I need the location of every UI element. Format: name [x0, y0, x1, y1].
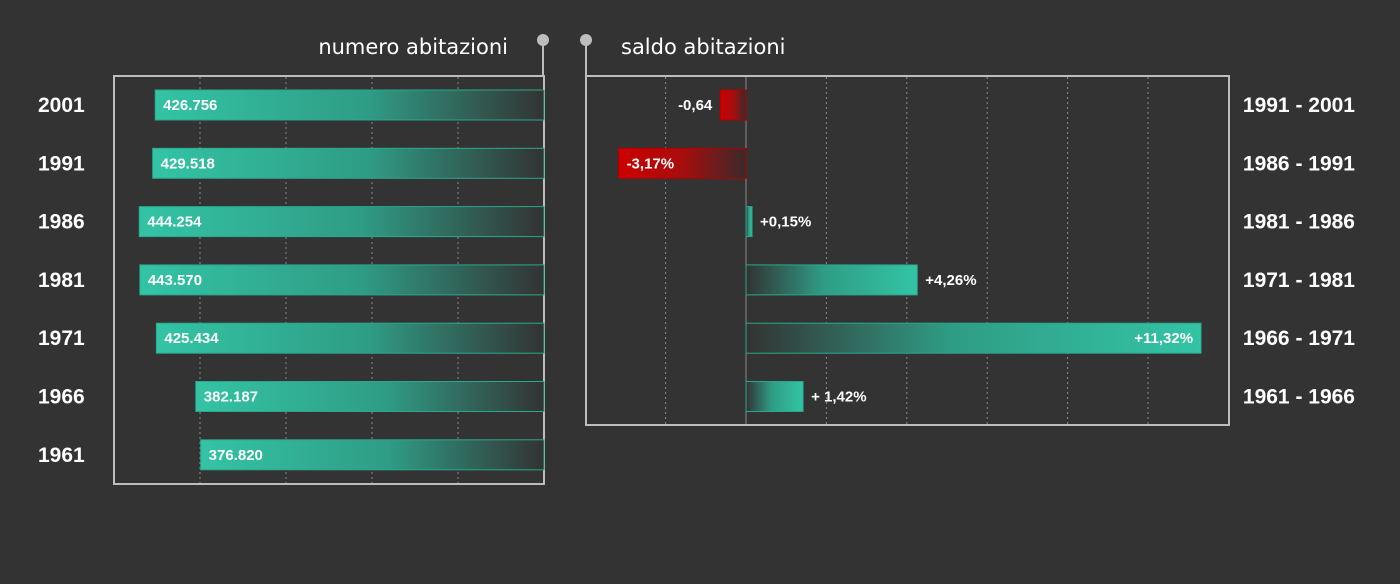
left-bar: [155, 322, 545, 354]
left-bar-value-label: 376.820: [209, 447, 263, 464]
right-category-label: 1991 - 2001: [1243, 94, 1355, 117]
left-bar: [139, 264, 545, 296]
right-bar-value-label: + 1,42%: [811, 389, 866, 406]
left-bar-value-label: 425.434: [164, 330, 219, 347]
right-chart-title: saldo abitazioni: [621, 35, 785, 59]
left-chart-title: numero abitazioni: [318, 35, 508, 59]
right-bar-value-label: +11,32%: [1134, 330, 1193, 347]
left-bar-value-label: 443.570: [148, 272, 202, 289]
right-bar-value-label: -0,64: [678, 97, 713, 114]
right-bar-positive: [745, 264, 918, 296]
right-category-label: 1981 - 1986: [1243, 211, 1355, 234]
left-bar-value-label: 426.756: [163, 97, 217, 114]
right-bar-value-label: -3,17%: [627, 155, 675, 172]
right-bar-positive: [745, 206, 753, 238]
left-category-label: 1966: [38, 386, 85, 409]
left-bar: [200, 439, 545, 471]
left-bar: [154, 89, 545, 121]
right-bar-value-label: +0,15%: [760, 214, 811, 231]
right-bar-negative: [719, 89, 747, 121]
right-category-label: 1971 - 1981: [1243, 269, 1355, 292]
right-bar-value-label: +4,26%: [925, 272, 976, 289]
left-bar: [138, 206, 545, 238]
left-bar: [152, 147, 545, 179]
left-category-label: 1971: [38, 327, 85, 350]
left-category-label: 1981: [38, 269, 85, 292]
right-category-label: 1961 - 1966: [1243, 386, 1355, 409]
left-category-label: 1991: [38, 152, 85, 175]
left-category-label: 1961: [38, 444, 85, 467]
right-bar-positive: [745, 322, 1202, 354]
left-category-label: 1986: [38, 211, 85, 234]
right-category-label: 1986 - 1991: [1243, 152, 1355, 175]
right-plot-frame: [585, 75, 1230, 426]
right-bar-negative: [618, 147, 747, 179]
left-bar-value-label: 444.254: [147, 214, 202, 231]
left-bar: [195, 381, 545, 412]
left-bar-value-label: 429.518: [161, 155, 215, 172]
right-bar-positive: [745, 381, 804, 412]
right-category-label: 1966 - 1971: [1243, 327, 1355, 350]
left-category-label: 2001: [38, 94, 85, 117]
left-bar-value-label: 382.187: [204, 389, 258, 406]
